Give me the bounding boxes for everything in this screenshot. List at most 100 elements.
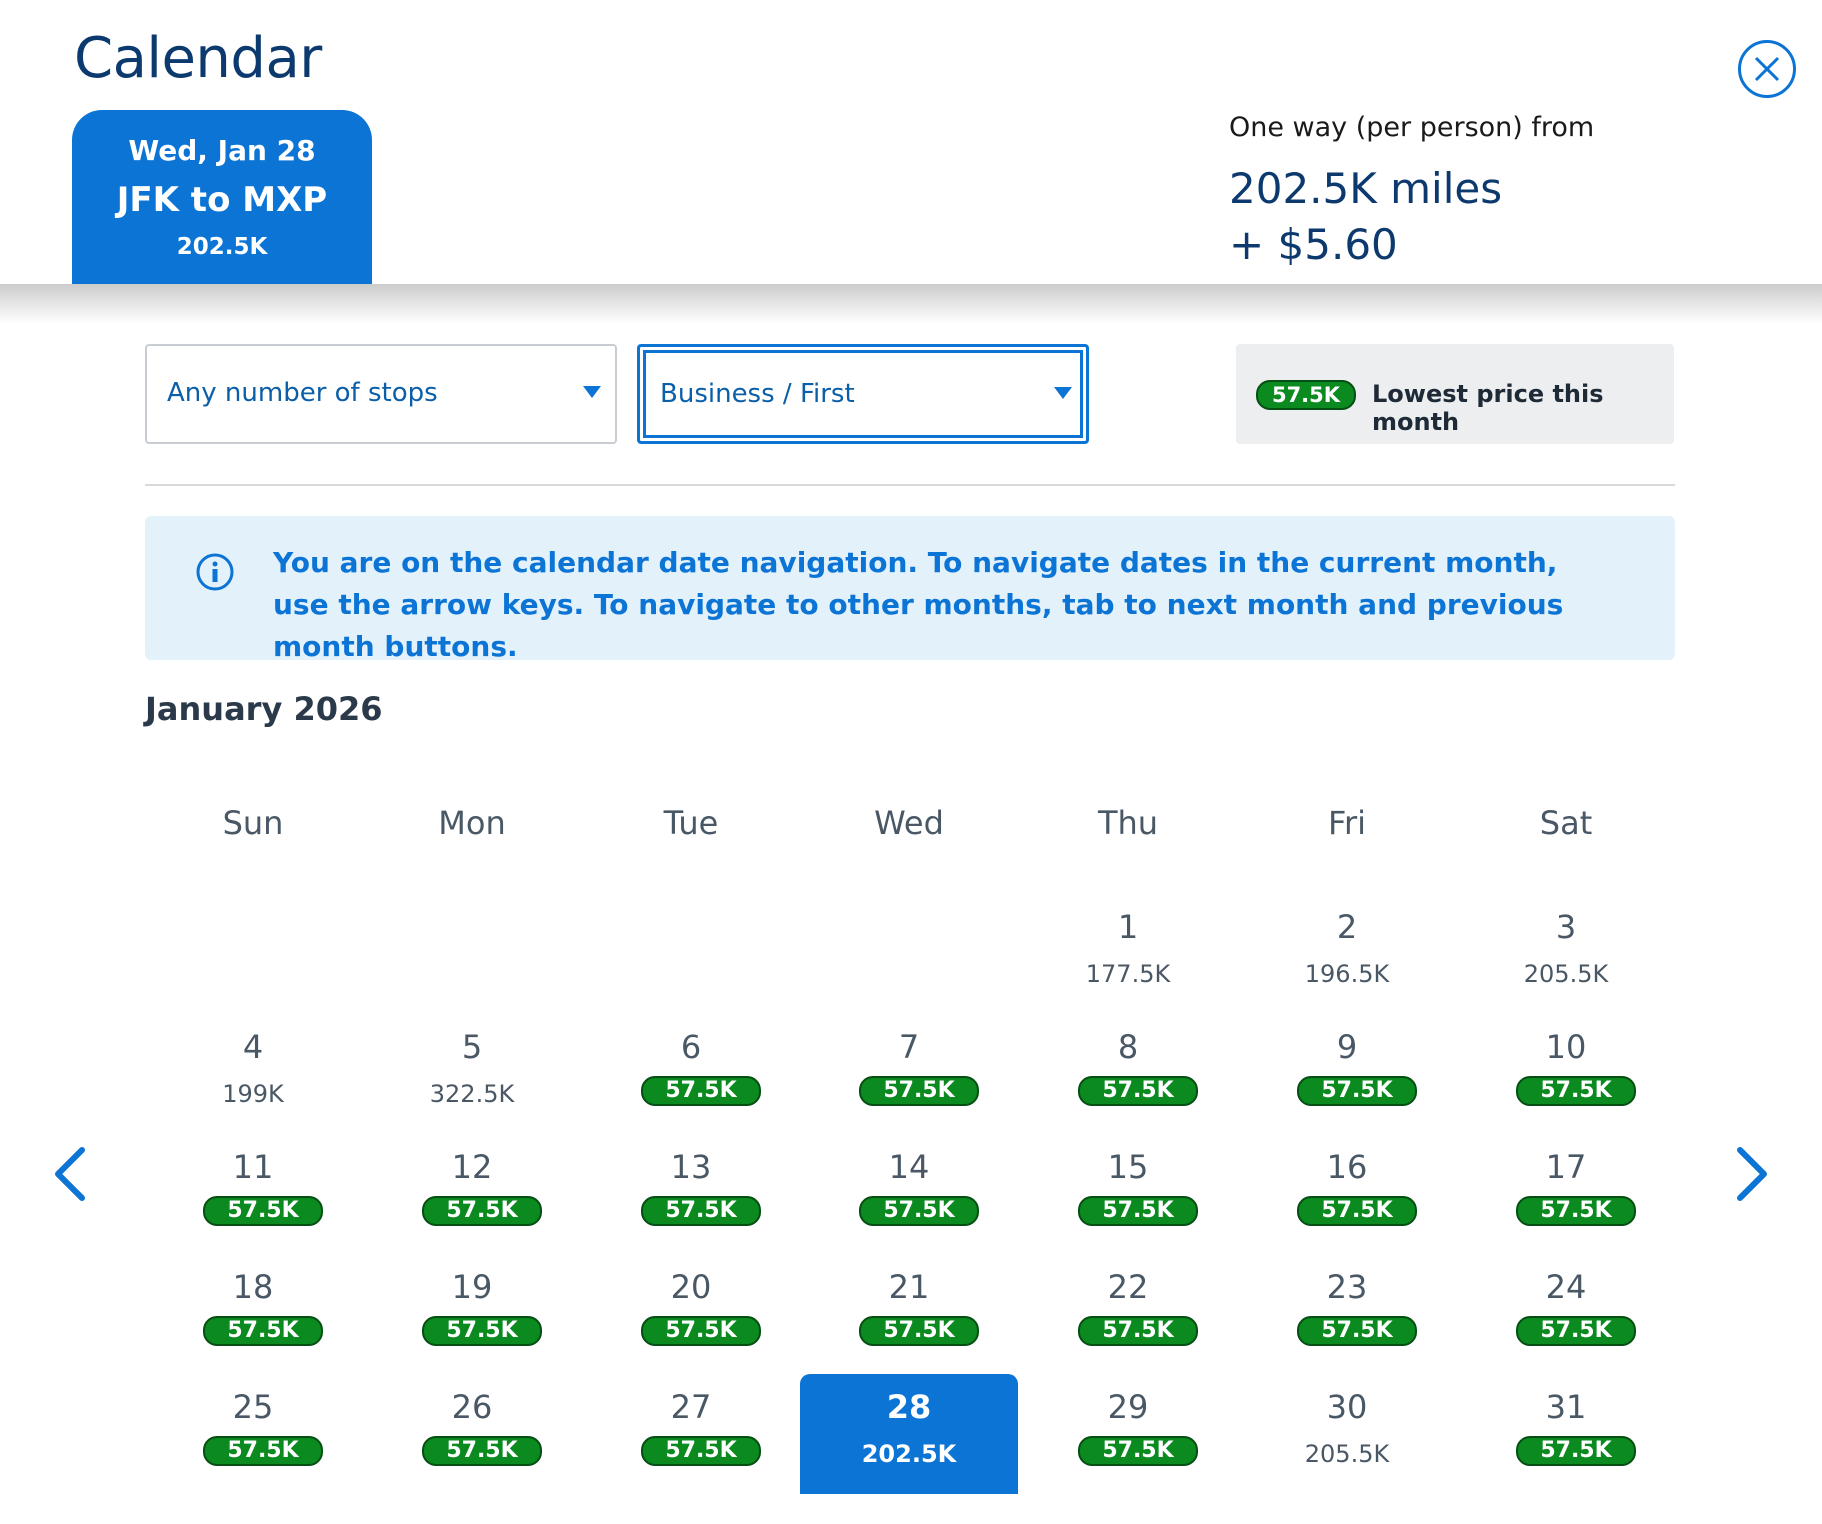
day-number: 16 bbox=[1326, 1148, 1368, 1186]
calendar-day[interactable]: 9 57.5K bbox=[1238, 1014, 1456, 1134]
calendar-day[interactable]: 13 57.5K bbox=[582, 1134, 800, 1254]
next-month-button[interactable] bbox=[1734, 1146, 1770, 1202]
day-number: 27 bbox=[670, 1388, 712, 1426]
chevron-left-icon bbox=[55, 1147, 85, 1201]
month-title: January 2026 bbox=[145, 690, 383, 728]
calendar-day[interactable]: 19 57.5K bbox=[363, 1254, 581, 1374]
calendar-day[interactable]: 17 57.5K bbox=[1457, 1134, 1675, 1254]
calendar-day[interactable]: 21 57.5K bbox=[800, 1254, 1018, 1374]
lowest-price-pill: 57.5K bbox=[203, 1196, 323, 1226]
lowest-price-pill: 57.5K bbox=[1078, 1436, 1198, 1466]
lowest-price-pill: 57.5K bbox=[422, 1436, 542, 1466]
calendar-day[interactable]: 29 57.5K bbox=[1019, 1374, 1237, 1494]
lowest-price-pill: 57.5K bbox=[1078, 1076, 1198, 1106]
calendar-day[interactable]: 26 57.5K bbox=[363, 1374, 581, 1494]
day-number: 25 bbox=[232, 1388, 274, 1426]
tab-date: Wed, Jan 28 bbox=[128, 134, 316, 167]
lowest-price-pill: 57.5K bbox=[859, 1076, 979, 1106]
calendar-day[interactable]: 8 57.5K bbox=[1019, 1014, 1237, 1134]
weekday-label: Fri bbox=[1327, 804, 1367, 842]
lowest-price-pill: 57.5K bbox=[641, 1316, 761, 1346]
calendar-day[interactable]: 16 57.5K bbox=[1238, 1134, 1456, 1254]
day-price: 199K bbox=[222, 1080, 284, 1108]
info-message: You are on the calendar date navigation.… bbox=[273, 546, 1564, 663]
weekday-label: Thu bbox=[1097, 804, 1159, 842]
day-number: 30 bbox=[1326, 1388, 1368, 1426]
stops-select-value: Any number of stops bbox=[167, 378, 438, 408]
weekday-label: Mon bbox=[438, 804, 506, 842]
calendar-day[interactable]: 31 57.5K bbox=[1457, 1374, 1675, 1494]
day-number: 12 bbox=[451, 1148, 493, 1186]
day-number: 8 bbox=[1117, 1028, 1139, 1066]
weekday-label: Sun bbox=[222, 804, 284, 842]
calendar-day[interactable]: 23 57.5K bbox=[1238, 1254, 1456, 1374]
fare-label: One way (per person) from bbox=[1229, 112, 1595, 143]
day-price: 177.5K bbox=[1085, 960, 1171, 988]
caret-down-icon bbox=[583, 386, 601, 398]
lowest-price-pill: 57.5K bbox=[1078, 1196, 1198, 1226]
calendar-header: Calendar Wed, Jan 28 JFK to MXP 202.5K O… bbox=[0, 0, 1822, 284]
day-number: 10 bbox=[1545, 1028, 1587, 1066]
calendar-day[interactable]: 22 57.5K bbox=[1019, 1254, 1237, 1374]
calendar-day[interactable]: 4 199K bbox=[144, 1014, 362, 1134]
day-number: 17 bbox=[1545, 1148, 1587, 1186]
day-number: 5 bbox=[461, 1028, 483, 1066]
chevron-right-icon bbox=[1737, 1147, 1767, 1201]
selected-date-tab[interactable]: Wed, Jan 28 JFK to MXP 202.5K bbox=[72, 110, 372, 284]
calendar-day[interactable]: 14 57.5K bbox=[800, 1134, 1018, 1254]
close-button[interactable] bbox=[1738, 40, 1796, 98]
close-circle-icon bbox=[1754, 56, 1780, 82]
caret-down-icon bbox=[1054, 387, 1072, 399]
day-number: 28 bbox=[886, 1388, 932, 1426]
day-number: 3 bbox=[1555, 908, 1577, 946]
day-number: 7 bbox=[898, 1028, 920, 1066]
calendar-day[interactable]: 6 57.5K bbox=[582, 1014, 800, 1134]
info-banner: You are on the calendar date navigation.… bbox=[145, 516, 1675, 663]
weekday-label: Tue bbox=[663, 804, 719, 842]
stops-select[interactable]: Any number of stops bbox=[145, 344, 617, 444]
calendar-day[interactable]: 7 57.5K bbox=[800, 1014, 1018, 1134]
calendar-day[interactable]: 12 57.5K bbox=[363, 1134, 581, 1254]
calendar-day[interactable]: 30 205.5K bbox=[1238, 1374, 1456, 1494]
lowest-price-pill: 57.5K bbox=[422, 1196, 542, 1226]
lowest-price-pill: 57.5K bbox=[1297, 1196, 1417, 1226]
calendar-day[interactable]: 24 57.5K bbox=[1457, 1254, 1675, 1374]
previous-month-button[interactable] bbox=[52, 1146, 88, 1202]
calendar-day[interactable]: 2 196.5K bbox=[1238, 894, 1456, 1014]
fare-cash: + $5.60 bbox=[1229, 220, 1398, 269]
day-number: 20 bbox=[670, 1268, 712, 1306]
calendar-day[interactable]: 5 322.5K bbox=[363, 1014, 581, 1134]
calendar-day[interactable]: 10 57.5K bbox=[1457, 1014, 1675, 1134]
weekday-label: Wed bbox=[874, 804, 944, 842]
calendar-day[interactable]: 1 177.5K bbox=[1019, 894, 1237, 1014]
day-number: 24 bbox=[1545, 1268, 1587, 1306]
day-price: 322.5K bbox=[429, 1080, 515, 1108]
calendar-day[interactable]: 18 57.5K bbox=[144, 1254, 362, 1374]
lowest-price-pill: 57.5K bbox=[1516, 1196, 1636, 1226]
divider bbox=[145, 484, 1675, 486]
day-price: 205.5K bbox=[1304, 1440, 1390, 1468]
day-number: 23 bbox=[1326, 1268, 1368, 1306]
calendar-day[interactable]: 28 202.5K bbox=[800, 1374, 1018, 1494]
day-number: 26 bbox=[451, 1388, 493, 1426]
day-number: 4 bbox=[242, 1028, 264, 1066]
day-number: 1 bbox=[1117, 908, 1139, 946]
cabin-select[interactable]: Business / First bbox=[637, 344, 1089, 444]
day-number: 6 bbox=[680, 1028, 702, 1066]
calendar-day[interactable]: 15 57.5K bbox=[1019, 1134, 1237, 1254]
day-number: 29 bbox=[1107, 1388, 1149, 1426]
calendar-day[interactable]: 3 205.5K bbox=[1457, 894, 1675, 1014]
calendar-day[interactable]: 20 57.5K bbox=[582, 1254, 800, 1374]
calendar-day[interactable]: 27 57.5K bbox=[582, 1374, 800, 1494]
tab-route: JFK to MXP bbox=[116, 180, 328, 220]
lowest-price-pill: 57.5K bbox=[641, 1196, 761, 1226]
day-number: 2 bbox=[1336, 908, 1358, 946]
legend-pill: 57.5K bbox=[1256, 380, 1356, 410]
lowest-price-pill: 57.5K bbox=[859, 1316, 979, 1346]
lowest-price-pill: 57.5K bbox=[641, 1076, 761, 1106]
lowest-price-pill: 57.5K bbox=[1297, 1316, 1417, 1346]
calendar-day[interactable]: 11 57.5K bbox=[144, 1134, 362, 1254]
calendar-day[interactable]: 25 57.5K bbox=[144, 1374, 362, 1494]
page-title: Calendar bbox=[74, 26, 322, 91]
lowest-price-pill: 57.5K bbox=[422, 1316, 542, 1346]
